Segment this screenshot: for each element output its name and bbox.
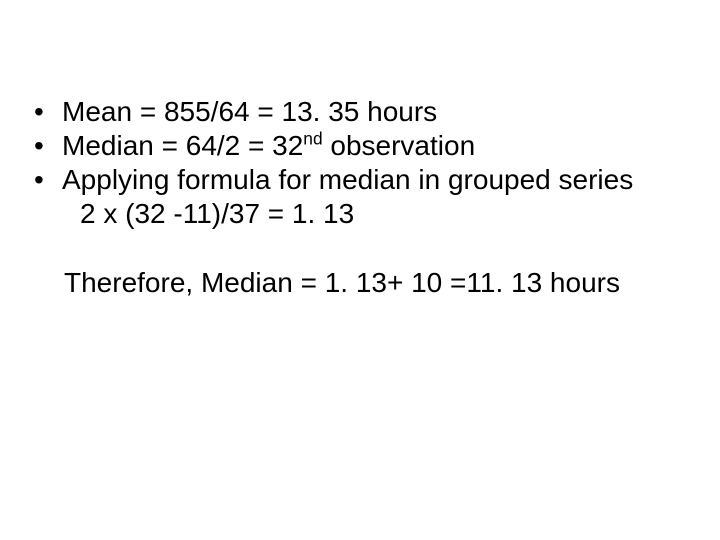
bullet-2-sup: nd — [303, 129, 322, 149]
bullet-marker: • — [28, 163, 62, 197]
continuation-line: 2 x (32 -11)/37 = 1. 13 — [28, 197, 680, 231]
bullet-item-2: • Median = 64/2 = 32nd observation — [28, 129, 680, 163]
bullet-marker: • — [28, 95, 62, 129]
bullet-item-1: • Mean = 855/64 = 13. 35 hours — [28, 95, 680, 129]
bullet-text-1: Mean = 855/64 = 13. 35 hours — [62, 95, 680, 129]
conclusion-line: Therefore, Median = 1. 13+ 10 =11. 13 ho… — [28, 266, 680, 300]
bullet-text-3: Applying formula for median in grouped s… — [62, 163, 680, 197]
bullet-item-3: • Applying formula for median in grouped… — [28, 163, 680, 197]
bullet-2-post: observation — [323, 130, 476, 161]
bullet-2-pre: Median = 64/2 = 32 — [62, 130, 303, 161]
bullet-marker: • — [28, 129, 62, 163]
slide-content: • Mean = 855/64 = 13. 35 hours • Median … — [0, 0, 720, 300]
bullet-text-2: Median = 64/2 = 32nd observation — [62, 129, 680, 163]
